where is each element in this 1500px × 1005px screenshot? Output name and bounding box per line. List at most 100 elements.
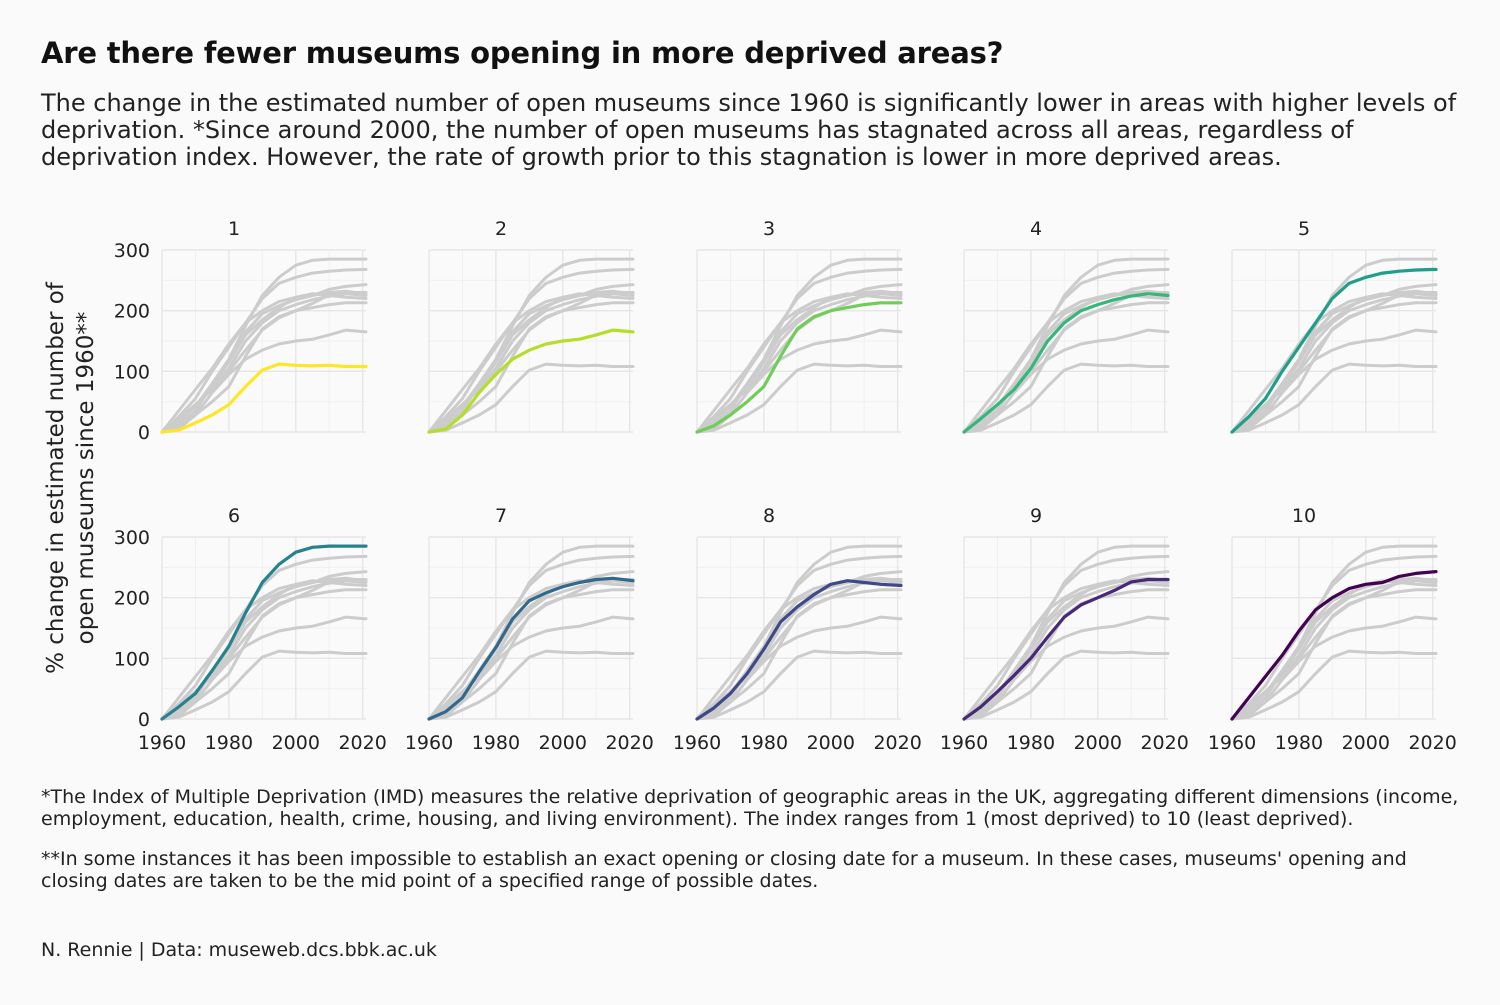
x-tick-label: 1980 (472, 732, 520, 754)
facet-label: 10 (1292, 505, 1316, 527)
x-tick-label: 1980 (1275, 732, 1323, 754)
background-series-line (427, 570, 635, 721)
footnotes: *The Index of Multiple Deprivation (IMD)… (41, 786, 1461, 911)
background-series-line (1230, 576, 1438, 721)
facet-label: 2 (495, 218, 507, 240)
background-series-line (427, 283, 635, 434)
panel-imd-6: 6 0 100 200 300 1960 1980 2000 2020 (114, 505, 387, 754)
series-line-imd-4 (962, 292, 1170, 434)
background-series-line (695, 362, 903, 434)
panel-imd-8: 8 1960 1980 2000 2020 (673, 505, 922, 754)
x-tick-label: 2020 (338, 732, 386, 754)
background-series-line (695, 289, 903, 434)
x-tick-label: 1980 (1007, 732, 1055, 754)
background-series-line (160, 649, 368, 721)
y-tick-label: 100 (114, 361, 150, 383)
x-tick-label: 2020 (873, 732, 921, 754)
background-series-line (160, 289, 368, 434)
series-line-imd-8 (695, 579, 903, 721)
series-line-imd-5 (1230, 267, 1438, 434)
y-tick-label: 300 (114, 240, 150, 262)
x-tick-label: 1960 (940, 732, 988, 754)
series-line-imd-2 (427, 328, 635, 434)
x-tick-label: 1960 (673, 732, 721, 754)
background-series-line (427, 291, 635, 434)
background-series-line (1230, 289, 1438, 434)
facet-label: 5 (1298, 218, 1310, 240)
y-tick-label: 300 (114, 527, 150, 549)
background-series-line (962, 289, 1170, 434)
facet-label: 1 (228, 218, 240, 240)
x-tick-label: 2000 (272, 732, 320, 754)
facet-label: 4 (1030, 218, 1042, 240)
y-axis-title-line2: open museums since 1960** (73, 312, 99, 645)
y-tick-label: 200 (114, 588, 150, 610)
background-series-line (160, 283, 368, 434)
background-series-line (427, 289, 635, 434)
chart-subtitle: The change in the estimated number of op… (41, 89, 1457, 171)
background-series-line (1230, 283, 1438, 434)
y-tick-label: 100 (114, 648, 150, 670)
background-series-line (1230, 362, 1438, 434)
series-line-imd-1 (160, 362, 368, 434)
facet-label: 7 (495, 505, 507, 527)
x-tick-label: 1960 (405, 732, 453, 754)
x-tick-label: 2020 (1408, 732, 1456, 754)
background-series-line (962, 570, 1170, 721)
x-tick-label: 2020 (1140, 732, 1188, 754)
x-tick-label: 1980 (205, 732, 253, 754)
chart-title: Are there fewer museums opening in more … (41, 36, 1004, 70)
background-series-line (695, 576, 903, 721)
background-series-line (160, 576, 368, 721)
series-line-imd-7 (427, 576, 635, 721)
background-series-line (427, 649, 635, 721)
y-tick-label: 200 (114, 301, 150, 323)
series-line-imd-9 (962, 577, 1170, 721)
y-axis-title-line1: % change in estimated number of (43, 281, 69, 674)
background-series-line (695, 283, 903, 434)
panel-imd-7: 7 1960 1980 2000 2020 (405, 505, 654, 754)
x-tick-label: 2000 (539, 732, 587, 754)
background-series-line (1230, 649, 1438, 721)
source-caption: N. Rennie | Data: museweb.dcs.bbk.ac.uk (41, 939, 437, 961)
x-tick-label: 1980 (740, 732, 788, 754)
x-tick-label: 2000 (1342, 732, 1390, 754)
series-line-imd-3 (695, 301, 903, 434)
footnote-dates: **In some instances it has been impossib… (41, 848, 1407, 892)
panel-imd-4: 4 (962, 218, 1170, 434)
facet-label: 8 (763, 505, 775, 527)
background-series-line (427, 362, 635, 434)
panel-imd-9: 9 1960 1980 2000 2020 (940, 505, 1189, 754)
y-axis-title: % change in estimated number of open muse… (43, 281, 99, 674)
series-line-imd-10 (1230, 570, 1438, 721)
panel-imd-5: 5 (1230, 218, 1438, 434)
y-tick-label: 0 (138, 709, 150, 731)
facet-label: 9 (1030, 505, 1042, 527)
x-tick-label: 2020 (605, 732, 653, 754)
facet-label: 6 (228, 505, 240, 527)
background-series-line (962, 283, 1170, 434)
footnote-imd: *The Index of Multiple Deprivation (IMD)… (41, 786, 1459, 830)
background-series-line (160, 570, 368, 721)
background-series-line (427, 578, 635, 721)
panel-imd-10: 10 1960 1980 2000 2020 (1208, 505, 1457, 754)
x-tick-label: 1960 (1208, 732, 1256, 754)
facet-label: 3 (763, 218, 775, 240)
x-tick-label: 2000 (1074, 732, 1122, 754)
series-line-imd-6 (160, 544, 368, 721)
background-series-line (962, 362, 1170, 434)
background-series-line (1230, 578, 1438, 721)
small-multiples-chart: % change in estimated number of open muse… (43, 218, 1457, 754)
background-series-line (962, 576, 1170, 721)
x-tick-label: 1960 (138, 732, 186, 754)
background-series-line (1230, 291, 1438, 434)
background-series-line (695, 649, 903, 721)
y-tick-label: 0 (138, 422, 150, 444)
background-series-line (160, 291, 368, 434)
panel-imd-2: 2 (427, 218, 635, 434)
x-tick-label: 2000 (807, 732, 855, 754)
background-series-line (962, 649, 1170, 721)
panel-imd-1: 1 0 100 200 300 (114, 218, 368, 444)
panel-imd-3: 3 (695, 218, 903, 434)
background-series-line (695, 570, 903, 721)
